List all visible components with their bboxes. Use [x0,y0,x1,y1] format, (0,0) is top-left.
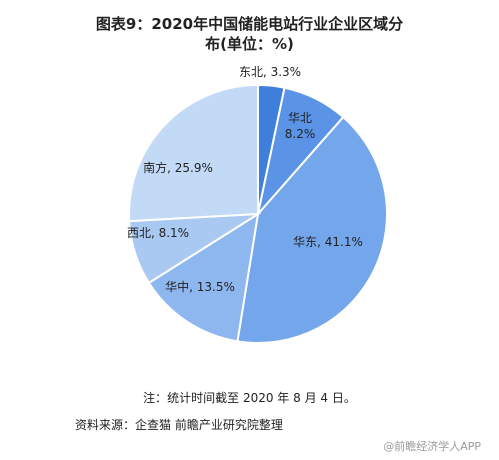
pie-label-西北: 西北, 8.1% [127,226,189,240]
pie-label-东北: 东北, 3.3% [239,65,301,79]
pie-slice-华东 [236,115,388,344]
pie-labels: 东北, 3.3% 华北 8.2% 华东, 41.1% 华中, 13.5% 西北, 8.1%… [127,65,363,294]
chart-title-line-1: 图表9：2020年中国储能电站行业企业区域分 [95,15,404,33]
pie-slices [128,83,388,344]
pie-label-华北: 华北 8.2% [285,111,316,141]
pie-slice-华中 [147,211,260,343]
source-text: 资料来源：企查猫 前瞻产业研究院整理 [75,418,283,432]
pie-label-华中: 华中, 13.5% [165,279,235,294]
footnote: 注：统计时间截至 2020 年 8 月 4 日。 [143,391,356,405]
chart-title-line-2: 布(单位：%) [205,35,294,53]
pie-label-华东: 华东, 41.1% [293,235,363,249]
pie-slice-南方 [128,83,259,223]
pie-label-南方: 南方, 25.9% [143,160,213,175]
chart-title: 图表9：2020年中国储能电站行业企业区域分 布(单位：%) [0,14,499,54]
watermark-text: @前瞻经济学人APP [383,440,481,453]
